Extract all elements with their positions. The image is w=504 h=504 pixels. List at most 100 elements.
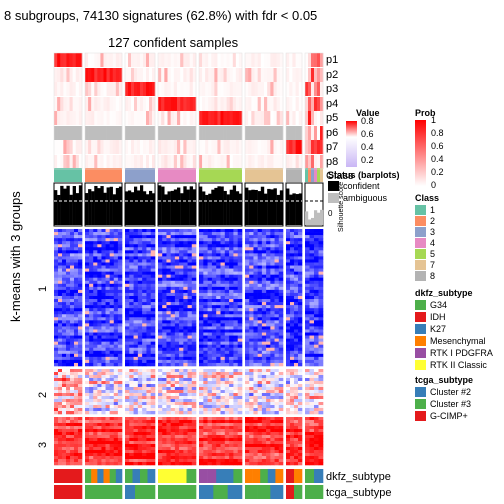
- heatmap-cell: [74, 435, 79, 439]
- heatmap-cell: [270, 271, 275, 275]
- heatmap-cell: [216, 456, 221, 460]
- heatmap-cell: [97, 372, 102, 376]
- prob-cell: [317, 82, 321, 96]
- heatmap-cell: [298, 441, 303, 445]
- prob-cell: [276, 82, 281, 96]
- heatmap-cell: [211, 378, 217, 382]
- heatmap-cell: [85, 411, 90, 415]
- heatmap-cell: [62, 308, 67, 312]
- heatmap-cell: [170, 462, 176, 466]
- heatmap-cell: [125, 390, 130, 394]
- heatmap-cell: [286, 450, 291, 454]
- heatmap-cell: [220, 265, 226, 269]
- heatmap-cell: [207, 335, 213, 339]
- heatmap-cell: [58, 289, 63, 294]
- heatmap-cell: [183, 244, 188, 248]
- heatmap-cell: [237, 335, 243, 339]
- heatmap-cell: [137, 447, 143, 451]
- heatmap-cell: [229, 375, 234, 379]
- heatmap-cell: [62, 344, 67, 349]
- heatmap-cell: [290, 405, 295, 409]
- heatmap-cell: [203, 417, 208, 421]
- heatmap-cell: [229, 308, 234, 312]
- heatmap-cell: [93, 262, 98, 266]
- heatmap-cell: [85, 359, 90, 364]
- heatmap-cell: [183, 320, 188, 324]
- heatmap-cell: [133, 308, 139, 312]
- dkfz-subtype-cell: [91, 469, 98, 483]
- heatmap-cell: [270, 268, 275, 272]
- heatmap-cell: [207, 369, 213, 373]
- heatmap-cell: [78, 259, 83, 263]
- heatmap-cell: [74, 408, 79, 412]
- heatmap-cell: [286, 277, 291, 282]
- prob-cell: [60, 97, 64, 111]
- heatmap-cell: [199, 259, 204, 263]
- silhouette-bar: [170, 190, 175, 225]
- heatmap-cell: [249, 295, 254, 300]
- heatmap-cell: [117, 435, 123, 439]
- heatmap-cell: [54, 456, 59, 460]
- heatmap-cell: [78, 381, 83, 385]
- heatmap-cell: [257, 438, 263, 442]
- heatmap-cell: [158, 265, 163, 269]
- heatmap-cell: [274, 329, 280, 333]
- heatmap-cell: [78, 347, 83, 352]
- heatmap-cell: [191, 453, 197, 457]
- heatmap-cell: [286, 305, 291, 309]
- prob-cell: [57, 68, 61, 82]
- heatmap-cell: [101, 280, 106, 285]
- heatmap-cell: [294, 381, 299, 385]
- heatmap-cell: [229, 362, 234, 367]
- heatmap-cell: [233, 417, 238, 421]
- heatmap-cell: [183, 396, 188, 400]
- heatmap-cell: [207, 314, 213, 318]
- heatmap-cell: [105, 429, 110, 433]
- heatmap-cell: [129, 408, 134, 412]
- heatmap-cell: [245, 332, 250, 336]
- heatmap-cell: [305, 241, 310, 245]
- prob-cell: [245, 140, 249, 154]
- heatmap-cell: [58, 335, 63, 339]
- heatmap-cell: [66, 335, 71, 339]
- heatmap-cell: [261, 295, 267, 300]
- heatmap-cell: [261, 265, 267, 269]
- heatmap-cell: [203, 256, 208, 260]
- heatmap-cell: [290, 338, 295, 342]
- heatmap-cell: [166, 238, 171, 242]
- heatmap-cell: [224, 235, 230, 239]
- heatmap-cell: [137, 341, 143, 345]
- heatmap-cell: [191, 317, 197, 321]
- heatmap-cell: [314, 238, 319, 242]
- heatmap-cell: [249, 271, 254, 275]
- heatmap-cell: [129, 277, 134, 282]
- heatmap-cell: [129, 250, 134, 254]
- heatmap-cell: [58, 347, 63, 352]
- heatmap-cell: [74, 235, 79, 239]
- heatmap-cell: [74, 420, 79, 424]
- prob-cell: [186, 111, 190, 125]
- heatmap-cell: [183, 259, 188, 263]
- heatmap-cell: [249, 241, 254, 245]
- heatmap-cell: [74, 417, 79, 421]
- heatmap-cell: [125, 247, 130, 251]
- heatmap-cell: [270, 347, 275, 352]
- heatmap-cell: [85, 259, 90, 263]
- heatmap-cell: [233, 459, 238, 463]
- heatmap-cell: [78, 314, 83, 318]
- heatmap-cell: [229, 417, 234, 421]
- heatmap-cell: [166, 247, 171, 251]
- heatmap-cell: [199, 420, 204, 424]
- heatmap-cell: [216, 375, 221, 379]
- heatmap-cell: [150, 320, 156, 324]
- heatmap-cell: [54, 417, 59, 421]
- heatmap-cell: [78, 438, 83, 442]
- prob-cell: [289, 68, 293, 82]
- heatmap-cell: [294, 229, 299, 233]
- silhouette-bar: [112, 194, 117, 225]
- heatmap-cell: [261, 329, 267, 333]
- heatmap-cell: [257, 259, 263, 263]
- heatmap-cell: [270, 381, 275, 385]
- heatmap-cell: [78, 299, 83, 303]
- heatmap-cell: [187, 393, 193, 397]
